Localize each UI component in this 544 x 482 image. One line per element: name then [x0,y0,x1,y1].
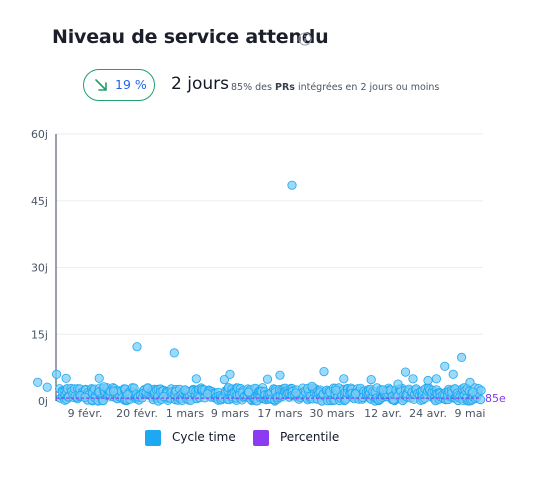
cycle-time-point [169,348,179,358]
cycle-time-point [448,369,458,379]
cycle-time-point [366,374,376,385]
kpi-description: 85% des PRs intégrées en 2 jours ou moin… [231,82,439,93]
legend-swatch-cycle-time [145,430,161,446]
trend-badge: 19 % [83,69,155,101]
x-tick-label: 9 mai [454,407,485,420]
cycle-time-point [350,389,361,399]
cycle-time-point [408,374,418,384]
cycle-time-point [440,361,450,371]
cycle-time-point [431,374,441,384]
info-circle-icon[interactable] [298,32,312,46]
cycle-time-point [132,342,142,352]
page-title: Niveau de service attendu [52,26,329,48]
percentile-label: 85e [485,392,506,405]
cycle-time-point [339,374,349,384]
cycle-time-point [108,386,119,396]
x-tick-label: 30 mars [309,407,354,420]
x-tick-label: 9 févr. [68,407,103,420]
cycle-time-point [33,377,43,387]
cycle-time-point [307,381,317,391]
x-tick-label: 17 mars [257,407,302,420]
cycle-time-point [393,379,403,389]
cycle-time-point [291,388,301,398]
x-tick-label: 20 févr. [116,407,158,420]
cycle-time-point [319,366,329,377]
cycle-time-point [61,373,71,383]
cycle-time-point [468,387,478,397]
kpi-description-bold: PRs [274,82,295,93]
cycle-time-point [244,387,254,397]
cycle-time-point [423,375,433,386]
cycle-time-point [456,352,467,362]
cycle-time-point [202,389,213,399]
cycle-time-point [225,369,235,379]
trend-percentage: 19 % [115,77,147,92]
cycle-time-point [400,367,411,377]
kpi-value: 2 jours [171,74,229,94]
cycle-time-point [143,383,153,393]
legend-label-cycle-time: Cycle time [172,430,236,444]
cycle-time-point [191,374,201,384]
cycle-time-point [262,374,273,384]
cycle-time-point [465,377,475,387]
cycle-time-point [80,392,90,402]
cycle-time-point [42,382,52,392]
cycle-time-point [219,374,229,385]
cycle-time-point [331,385,341,395]
x-tick-label: 24 avr. [409,407,447,420]
legend-label-percentile: Percentile [280,430,340,444]
cycle-time-point [287,180,297,190]
cycle-time-point [475,394,486,405]
cycle-time-point [99,382,109,392]
kpi-description-suffix: intégrées en 2 jours ou moins [294,82,440,93]
x-tick-label: 12 avr. [364,407,402,420]
legend-swatch-percentile [253,430,269,446]
cycle-time-point [180,385,190,395]
x-tick-label: 1 mars [166,407,204,420]
arrow-down-right-icon [95,79,107,91]
cycle-time-point [51,369,62,379]
cycle-time-point [122,390,133,400]
cycle-time-point [94,373,104,383]
y-tick-label: 45j [31,195,48,208]
y-tick-label: 30j [31,262,48,275]
cycle-time-point [378,385,388,395]
y-tick-label: 15j [31,328,48,341]
y-tick-label: 60j [31,128,48,141]
y-tick-label: 0j [38,395,48,408]
cycle-time-point [275,370,285,380]
x-tick-label: 9 mars [211,407,249,420]
cycle-time-point [159,391,169,402]
kpi-description-prefix: 85% des [231,82,275,93]
